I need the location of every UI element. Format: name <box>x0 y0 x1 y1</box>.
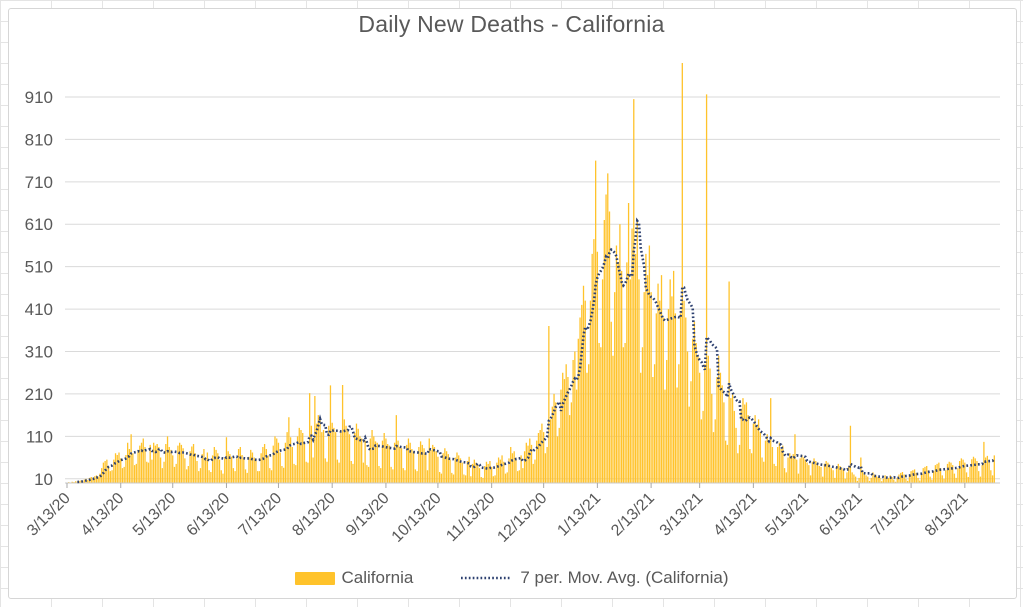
x-axis-tick-label: 5/13/20 <box>130 490 180 540</box>
x-axis-tick-label: 11/13/20 <box>443 490 498 545</box>
x-axis-tick-label: 7/13/21 <box>868 490 918 540</box>
x-axis-tick-label: 1/13/21 <box>554 490 604 540</box>
chart-legend: California 7 per. Mov. Avg. (California) <box>0 565 1023 591</box>
x-axis-tick-label: 12/13/20 <box>494 490 550 546</box>
chart-area[interactable] <box>8 8 1017 599</box>
x-axis-tick-label: 6/13/21 <box>816 490 866 540</box>
moving-average-line <box>77 217 996 484</box>
x-axis-tick-label: 2/13/21 <box>608 490 658 540</box>
y-gridlines <box>65 96 1000 480</box>
y-axis-tick-label: 210 <box>25 385 53 404</box>
y-axis-tick-label: 510 <box>25 258 53 277</box>
x-axis-tick-label: 3/13/20 <box>24 490 74 540</box>
dotted-line-icon <box>461 576 512 580</box>
chart-title: Daily New Deaths - California <box>358 11 665 37</box>
legend-item-moving-average[interactable]: 7 per. Mov. Avg. (California) <box>459 568 729 588</box>
y-axis-tick-label: 10 <box>34 470 53 489</box>
y-axis-tick-label: 410 <box>25 300 53 319</box>
y-axis-tick-label: 110 <box>26 427 53 446</box>
y-axis-tick-label: 710 <box>25 173 53 192</box>
x-axis-tick-label: 9/13/20 <box>343 490 393 540</box>
x-axis-tick-label: 6/13/20 <box>184 490 234 540</box>
y-axis-labels: 10 110 210 310 410 510 610 710 810 910 <box>25 88 53 489</box>
bar-swatch-icon <box>294 571 335 585</box>
x-axis-tick-label: 3/13/21 <box>657 490 707 540</box>
x-axis-tick-label: 5/13/21 <box>762 490 812 540</box>
y-axis-tick-label: 910 <box>25 88 53 107</box>
x-axis-ticks <box>66 483 966 488</box>
x-axis-labels: 3/13/20 4/13/20 5/13/20 6/13/20 7/13/20 8/13/… <box>24 490 972 546</box>
legend-label-california: California <box>341 568 414 587</box>
y-axis-tick-label: 310 <box>25 342 53 361</box>
y-axis-tick-label: 610 <box>25 215 53 234</box>
x-axis-tick-label: 4/13/21 <box>710 490 760 540</box>
x-axis-tick-label: 4/13/20 <box>78 490 128 540</box>
x-axis-tick-label: 8/13/21 <box>922 490 972 540</box>
x-axis-tick-label: 7/13/20 <box>236 490 286 540</box>
legend-item-california[interactable]: California <box>294 568 414 588</box>
legend-label-moving-average: 7 per. Mov. Avg. (California) <box>520 568 729 587</box>
x-axis-tick-label: 8/13/20 <box>289 490 339 540</box>
y-axis-tick-label: 810 <box>25 130 53 149</box>
x-axis-tick-label: 10/13/20 <box>389 490 445 546</box>
california-bars <box>66 63 995 483</box>
